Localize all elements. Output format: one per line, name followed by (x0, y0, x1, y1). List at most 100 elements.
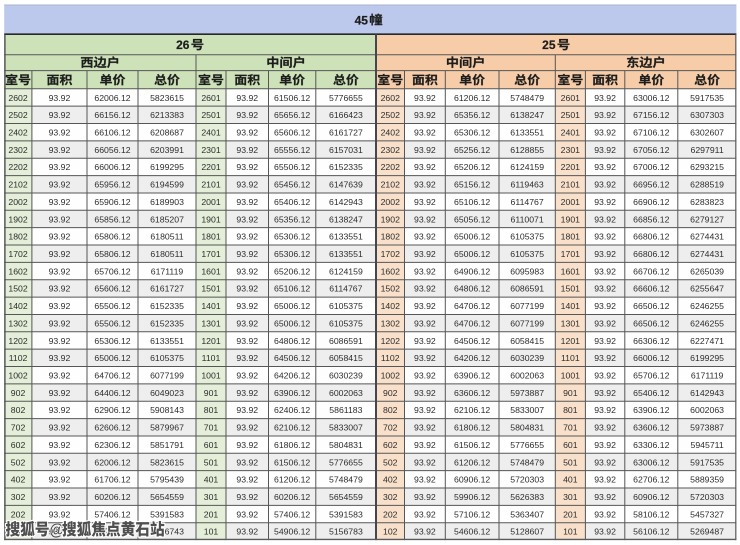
svg-text:5748479: 5748479 (510, 457, 544, 467)
svg-text:1102: 1102 (9, 353, 28, 363)
svg-text:6138247: 6138247 (510, 110, 544, 120)
svg-text:66706.12: 66706.12 (633, 266, 669, 276)
svg-text:93.92: 93.92 (236, 423, 258, 433)
svg-text:1502: 1502 (8, 284, 27, 294)
svg-text:61206.12: 61206.12 (454, 93, 490, 103)
svg-text:45: 45 (355, 13, 369, 27)
svg-text:61206.12: 61206.12 (454, 457, 490, 467)
svg-text:93.92: 93.92 (236, 457, 258, 467)
svg-text:61506.12: 61506.12 (274, 457, 310, 467)
svg-text:54606.12: 54606.12 (454, 527, 490, 537)
svg-text:93.92: 93.92 (414, 232, 436, 242)
svg-text:1801: 1801 (201, 232, 220, 242)
svg-text:93.92: 93.92 (594, 249, 616, 259)
svg-text:61706.12: 61706.12 (94, 475, 130, 485)
svg-text:1302: 1302 (8, 318, 27, 328)
svg-text:6293215: 6293215 (690, 162, 724, 172)
svg-text:65506.12: 65506.12 (94, 318, 130, 328)
svg-text:65606.12: 65606.12 (94, 284, 130, 294)
svg-text:63306.12: 63306.12 (633, 440, 669, 450)
svg-text:901: 901 (204, 388, 219, 398)
svg-text:902: 902 (383, 388, 398, 398)
svg-text:2601: 2601 (201, 93, 220, 103)
svg-text:1802: 1802 (8, 232, 27, 242)
svg-text:93.92: 93.92 (594, 371, 616, 381)
svg-text:93.92: 93.92 (236, 301, 258, 311)
svg-text:2602: 2602 (8, 93, 27, 103)
svg-text:5626383: 5626383 (510, 492, 544, 502)
svg-text:65206.12: 65206.12 (454, 162, 490, 172)
svg-text:6185207: 6185207 (150, 214, 184, 224)
svg-text:6307303: 6307303 (690, 110, 724, 120)
svg-text:6246255: 6246255 (690, 318, 724, 328)
svg-text:1102: 1102 (381, 353, 400, 363)
svg-text:93.92: 93.92 (594, 180, 616, 190)
svg-text:60206.12: 60206.12 (94, 492, 130, 502)
svg-text:1201: 1201 (201, 336, 220, 346)
svg-text:93.92: 93.92 (49, 180, 71, 190)
svg-text:6199295: 6199295 (690, 353, 724, 363)
svg-text:93.92: 93.92 (414, 93, 436, 103)
svg-text:6255647: 6255647 (690, 284, 724, 294)
svg-text:101: 101 (204, 527, 219, 537)
svg-text:57406.12: 57406.12 (94, 509, 130, 519)
svg-text:1902: 1902 (8, 214, 27, 224)
svg-text:602: 602 (11, 440, 26, 450)
svg-text:1302: 1302 (381, 318, 400, 328)
svg-text:2202: 2202 (381, 162, 400, 172)
svg-text:93.92: 93.92 (49, 318, 71, 328)
svg-text:67106.12: 67106.12 (633, 127, 669, 137)
svg-text:93.92: 93.92 (414, 440, 436, 450)
svg-text:6133551: 6133551 (329, 249, 363, 259)
svg-text:5391583: 5391583 (150, 509, 184, 519)
svg-text:93.92: 93.92 (49, 405, 71, 415)
svg-text:93.92: 93.92 (594, 423, 616, 433)
svg-text:64506.12: 64506.12 (274, 353, 310, 363)
svg-text:1601: 1601 (201, 266, 220, 276)
svg-text:5391583: 5391583 (329, 509, 363, 519)
svg-text:5776655: 5776655 (329, 457, 363, 467)
svg-text:93.92: 93.92 (594, 388, 616, 398)
svg-text:93.92: 93.92 (49, 162, 71, 172)
svg-text:66856.12: 66856.12 (633, 214, 669, 224)
svg-text:5833007: 5833007 (510, 405, 544, 415)
svg-text:1402: 1402 (8, 301, 27, 311)
svg-text:93.92: 93.92 (414, 457, 436, 467)
svg-text:1001: 1001 (561, 371, 580, 381)
svg-text:301: 301 (204, 492, 219, 502)
svg-text:5917535: 5917535 (690, 457, 724, 467)
svg-text:2601: 2601 (561, 93, 580, 103)
svg-text:93.92: 93.92 (236, 371, 258, 381)
svg-text:25: 25 (542, 38, 556, 52)
svg-text:93.92: 93.92 (236, 197, 258, 207)
svg-text:61506.12: 61506.12 (454, 440, 490, 450)
svg-text:65356.12: 65356.12 (454, 110, 490, 120)
svg-text:1002: 1002 (8, 371, 27, 381)
svg-text:93.92: 93.92 (414, 301, 436, 311)
svg-text:6133551: 6133551 (150, 336, 184, 346)
svg-text:93.92: 93.92 (414, 492, 436, 502)
svg-text:65256.12: 65256.12 (454, 145, 490, 155)
svg-text:65006.12: 65006.12 (454, 232, 490, 242)
svg-text:93.92: 93.92 (49, 145, 71, 155)
svg-text:93.92: 93.92 (236, 388, 258, 398)
svg-text:2302: 2302 (8, 145, 27, 155)
svg-text:60906.12: 60906.12 (454, 475, 490, 485)
svg-text:6297911: 6297911 (691, 145, 724, 155)
svg-text:66006.12: 66006.12 (94, 162, 130, 172)
svg-text:602: 602 (383, 440, 398, 450)
svg-text:6002063: 6002063 (329, 388, 363, 398)
svg-text:2101: 2101 (561, 180, 580, 190)
svg-text:202: 202 (383, 509, 398, 519)
svg-text:2002: 2002 (8, 197, 27, 207)
svg-text:64706.12: 64706.12 (94, 371, 130, 381)
svg-text:6189903: 6189903 (150, 197, 184, 207)
svg-text:67056.12: 67056.12 (633, 145, 669, 155)
svg-text:5363407: 5363407 (510, 509, 544, 519)
svg-text:302: 302 (383, 492, 398, 502)
svg-text:6138247: 6138247 (329, 214, 363, 224)
svg-text:93.92: 93.92 (414, 318, 436, 328)
svg-text:1701: 1701 (201, 249, 220, 259)
svg-text:93.92: 93.92 (236, 145, 258, 155)
svg-text:93.92: 93.92 (49, 93, 71, 103)
